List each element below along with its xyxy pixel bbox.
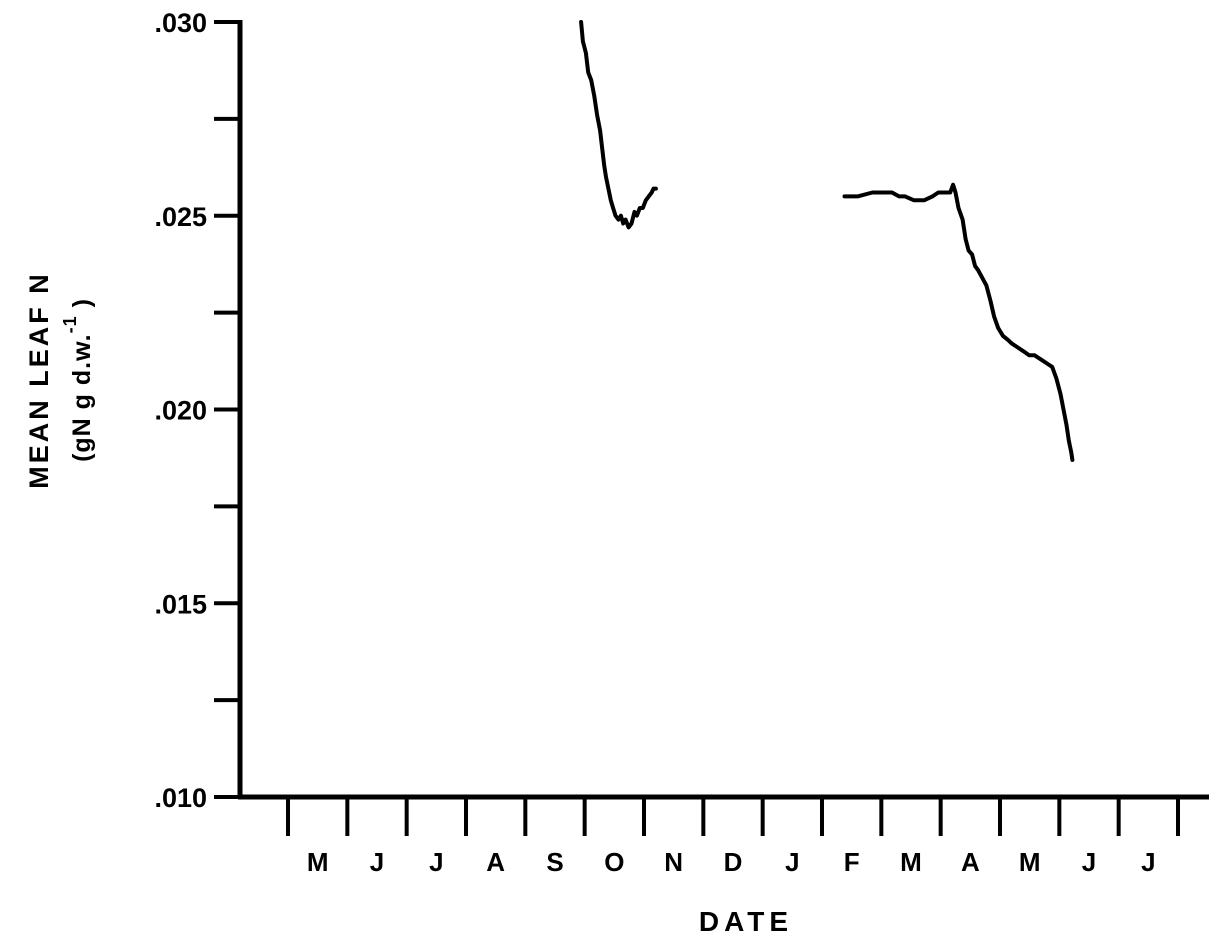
- series-line: [842, 182, 1075, 462]
- x-month-label: M: [1019, 847, 1041, 877]
- y-tick-label: .020: [154, 396, 207, 426]
- x-month-label: F: [844, 847, 860, 877]
- y-axis-ticks: .010 .015 .020 .025 .030: [154, 8, 240, 813]
- y-axis-title-line1: MEAN LEAF N: [24, 271, 54, 489]
- y-tick-label: .030: [154, 8, 207, 38]
- series-layer: [579, 20, 1075, 462]
- y-axis-title-exponent: -1: [60, 315, 80, 333]
- y-axis-title-line2: (gN g d.w.-1): [60, 298, 96, 462]
- x-month-label: J: [370, 847, 384, 877]
- x-month-label: D: [724, 847, 743, 877]
- y-axis-title: MEAN LEAF N (gN g d.w.-1): [24, 271, 96, 489]
- x-month-label: J: [785, 847, 799, 877]
- x-month-label: J: [429, 847, 443, 877]
- x-month-label: J: [1141, 847, 1155, 877]
- x-month-label: O: [604, 847, 624, 877]
- x-month-label: A: [486, 847, 505, 877]
- y-tick-label: .025: [154, 202, 207, 232]
- x-month-label: M: [307, 847, 329, 877]
- y-tick-label: .015: [154, 589, 207, 619]
- y-axis-title-paren-close: ): [68, 298, 96, 307]
- x-month-label: M: [900, 847, 922, 877]
- y-tick-label: .010: [154, 783, 207, 813]
- x-month-label: N: [664, 847, 683, 877]
- y-axis-title-unit: gN g d.w.: [68, 333, 96, 452]
- x-month-label: J: [1082, 847, 1096, 877]
- x-month-label: A: [961, 847, 980, 877]
- x-month-label: S: [546, 847, 563, 877]
- series-line: [579, 20, 658, 230]
- x-axis-title: DATE: [699, 906, 793, 937]
- y-axis-title-paren-open: (: [68, 453, 96, 462]
